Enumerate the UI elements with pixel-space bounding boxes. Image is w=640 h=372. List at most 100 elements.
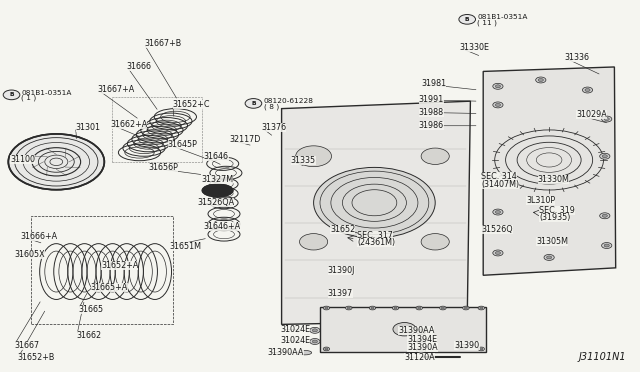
Text: 31656P: 31656P [148, 163, 179, 172]
Circle shape [480, 307, 483, 309]
Circle shape [536, 77, 546, 83]
Text: 31024E: 31024E [280, 336, 310, 345]
Text: 31336: 31336 [564, 53, 589, 62]
Text: SEC. 319: SEC. 319 [539, 206, 575, 215]
Circle shape [495, 103, 500, 106]
Text: 31394E: 31394E [407, 335, 437, 344]
Circle shape [419, 349, 424, 352]
Circle shape [495, 211, 500, 214]
Text: J31101N1: J31101N1 [579, 352, 626, 362]
Polygon shape [483, 67, 616, 275]
Circle shape [538, 78, 543, 81]
Text: 31981: 31981 [421, 79, 446, 88]
Ellipse shape [298, 350, 312, 355]
Circle shape [478, 306, 484, 310]
Text: 31666: 31666 [127, 62, 152, 71]
Circle shape [394, 307, 397, 309]
Circle shape [604, 118, 609, 121]
Text: 32117D: 32117D [229, 135, 260, 144]
Circle shape [392, 306, 399, 310]
Text: 31662+A: 31662+A [110, 120, 147, 129]
Circle shape [371, 307, 374, 309]
Circle shape [312, 329, 317, 332]
Circle shape [310, 339, 320, 344]
Text: 31305M: 31305M [536, 237, 568, 246]
Text: 31652+C: 31652+C [173, 100, 211, 109]
Circle shape [493, 250, 503, 256]
Text: 31652+B: 31652+B [18, 353, 55, 362]
Circle shape [324, 307, 328, 309]
Circle shape [417, 339, 426, 344]
Text: ( 1 ): ( 1 ) [21, 95, 36, 102]
Text: SEC. 317: SEC. 317 [357, 231, 393, 240]
Text: 31988: 31988 [419, 108, 444, 117]
Circle shape [495, 251, 500, 254]
Text: B: B [9, 92, 14, 97]
Circle shape [421, 148, 449, 164]
Text: 31991: 31991 [419, 95, 444, 104]
Circle shape [585, 89, 590, 92]
Text: 31390: 31390 [454, 341, 479, 350]
Circle shape [602, 243, 612, 248]
Circle shape [324, 348, 328, 350]
Text: 31652+A: 31652+A [101, 262, 138, 270]
Text: 31667+B: 31667+B [144, 39, 181, 48]
Text: 31390AA: 31390AA [268, 348, 304, 357]
Text: 31330E: 31330E [460, 43, 490, 52]
Circle shape [493, 209, 503, 215]
Circle shape [416, 306, 422, 310]
Text: 31662: 31662 [77, 331, 102, 340]
Circle shape [463, 306, 469, 310]
Polygon shape [320, 307, 486, 352]
Circle shape [310, 327, 320, 333]
Circle shape [417, 329, 426, 334]
Text: ( 8 ): ( 8 ) [264, 103, 279, 110]
Text: 31652: 31652 [330, 225, 355, 234]
Circle shape [493, 83, 503, 89]
Text: 31646+A: 31646+A [204, 222, 241, 231]
Text: 31100: 31100 [10, 155, 35, 164]
Text: 31646: 31646 [204, 152, 228, 161]
Circle shape [440, 306, 446, 310]
Text: 31605X: 31605X [14, 250, 45, 259]
Circle shape [419, 330, 424, 333]
Circle shape [369, 306, 376, 310]
Circle shape [346, 306, 352, 310]
Text: ( 11 ): ( 11 ) [477, 19, 497, 26]
Text: 31390J: 31390J [328, 266, 355, 275]
Text: SEC. 314: SEC. 314 [481, 172, 517, 181]
Text: 31665: 31665 [78, 305, 103, 314]
Text: 31376: 31376 [261, 123, 286, 132]
Circle shape [296, 146, 332, 167]
Polygon shape [282, 101, 470, 324]
Text: 31335: 31335 [291, 156, 316, 165]
Circle shape [314, 167, 435, 238]
Text: 31330M: 31330M [538, 175, 570, 184]
Circle shape [602, 116, 612, 122]
Circle shape [442, 307, 445, 309]
Circle shape [600, 153, 610, 159]
Text: 31024E: 31024E [280, 325, 310, 334]
Circle shape [478, 347, 484, 351]
Text: 31120A: 31120A [404, 353, 435, 362]
Text: 31667: 31667 [14, 341, 39, 350]
Circle shape [312, 340, 317, 343]
Text: 31667+A: 31667+A [97, 85, 134, 94]
Circle shape [323, 306, 330, 310]
Circle shape [393, 323, 416, 336]
Text: B: B [251, 101, 256, 106]
Circle shape [245, 99, 262, 108]
Text: 31651M: 31651M [170, 242, 202, 251]
Circle shape [419, 340, 424, 343]
Text: (31935): (31935) [539, 213, 570, 222]
Text: 31645P: 31645P [168, 140, 198, 149]
Circle shape [459, 15, 476, 24]
Circle shape [417, 348, 426, 353]
Text: 08120-61228: 08120-61228 [264, 98, 314, 104]
Text: B: B [465, 17, 470, 22]
Circle shape [493, 102, 503, 108]
Circle shape [604, 244, 609, 247]
Text: 31526Q: 31526Q [481, 225, 513, 234]
Circle shape [323, 347, 330, 351]
Ellipse shape [202, 184, 233, 197]
